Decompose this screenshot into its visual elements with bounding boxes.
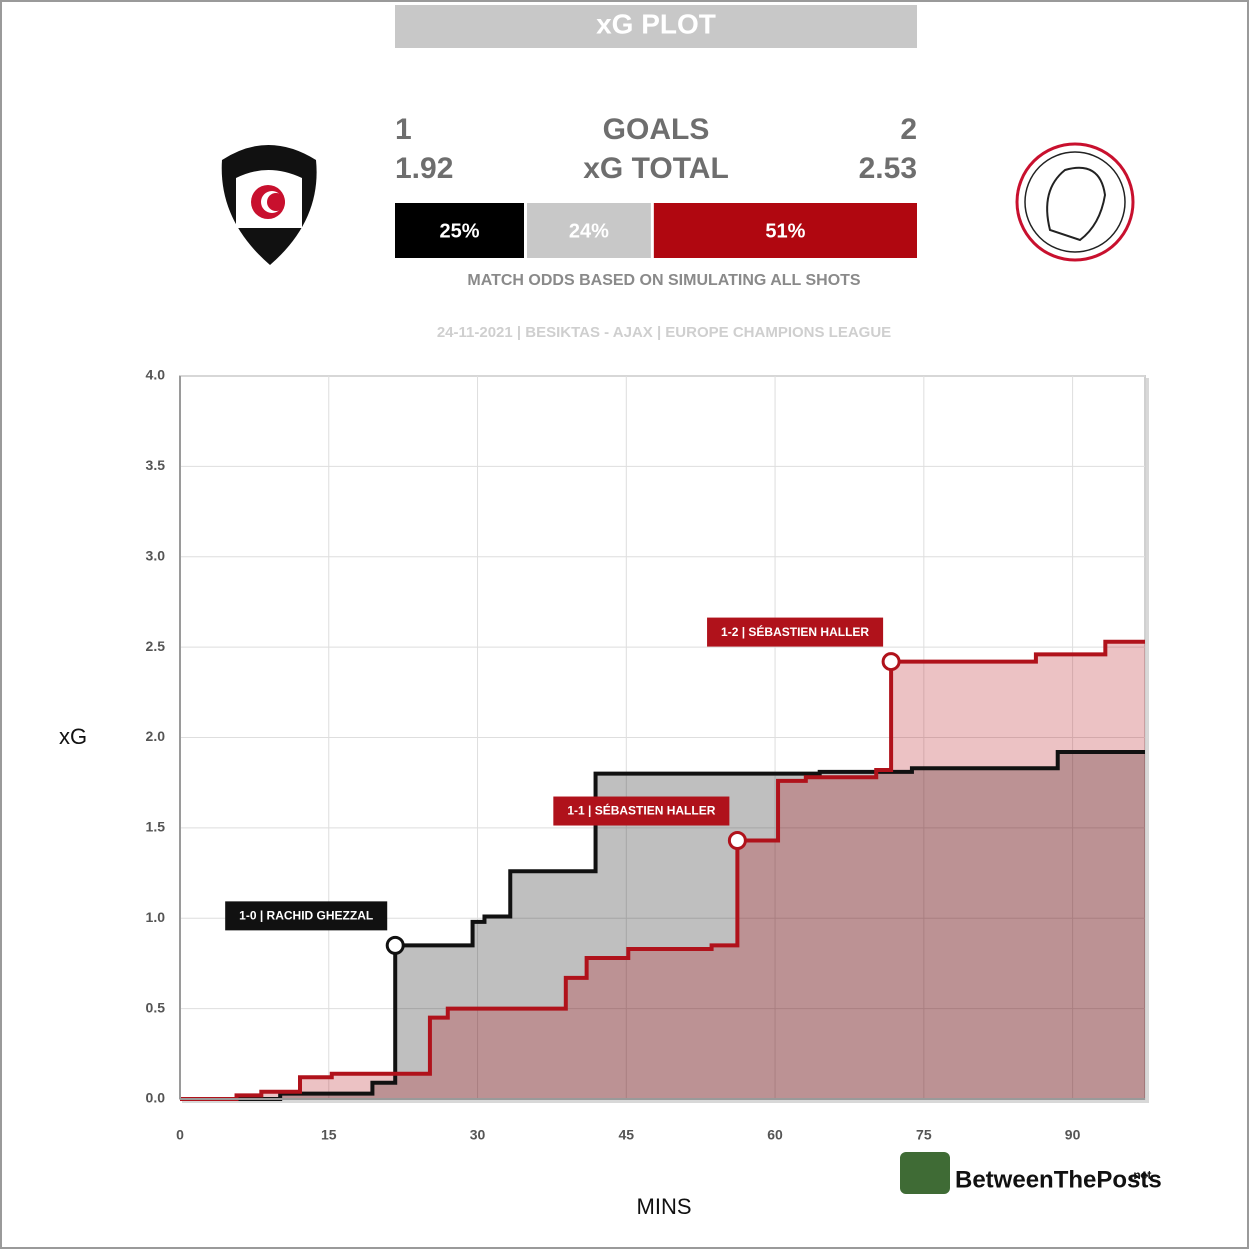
odds-label: 24% (569, 220, 609, 242)
y-tick-label: 2.5 (146, 638, 166, 654)
x-tick-label: 60 (767, 1127, 783, 1143)
y-tick-label: 4.0 (146, 367, 166, 383)
away-goals: 2 (900, 113, 917, 146)
goal-label-box (553, 796, 730, 826)
y-tick-label: 2.0 (146, 728, 166, 744)
title: xG PLOT (596, 8, 716, 39)
odds-caption: MATCH ODDS BASED ON SIMULATING ALL SHOTS (467, 272, 861, 289)
area (180, 641, 1145, 1099)
odds-label: 25% (439, 220, 479, 242)
x-tick-label: 0 (176, 1127, 184, 1143)
brand-name: BetweenThePosts (955, 1166, 1162, 1193)
y-axis-label: xG (59, 724, 87, 749)
xg-label: xG TOTAL (583, 152, 729, 185)
x-axis-label: MINS (637, 1194, 692, 1219)
y-tick-label: 0.5 (146, 999, 166, 1015)
goals-label: GOALS (603, 113, 710, 146)
away-crest (1015, 142, 1135, 262)
odds-segment (527, 203, 651, 258)
x-tick-label: 30 (470, 1127, 486, 1143)
y-tick-label: 0.0 (146, 1090, 166, 1106)
goal-label-box (707, 617, 884, 647)
goal-label: 1-2 | SÉBASTIEN HALLER (721, 624, 869, 639)
goal-marker (385, 935, 405, 955)
home-goals: 1 (395, 113, 412, 146)
goal-marker (727, 831, 747, 851)
x-tick-label: 75 (916, 1127, 932, 1143)
area (180, 751, 1145, 1099)
x-tick-label: 90 (1065, 1127, 1081, 1143)
y-tick-label: 1.5 (146, 819, 166, 835)
goal-label: 1-0 | RACHID GHEZZAL (239, 909, 373, 923)
home-crest (221, 145, 317, 265)
step-line (180, 749, 1145, 1101)
x-tick-label: 45 (619, 1127, 635, 1143)
brand-suffix: .net (1130, 1168, 1151, 1182)
odds-segment (653, 203, 917, 258)
goal-label: 1-1 | SÉBASTIEN HALLER (567, 803, 715, 818)
step-line (180, 639, 1145, 1101)
subtitle: 24-11-2021 | BESIKTAS - AJAX | EUROPE CH… (437, 324, 891, 341)
goal-label-box (225, 901, 388, 931)
plot: 0.0 0.5 1.0 1.5 2.0 2.5 3.0 3.5 4.0 0 15 30 45 60 75 90… (146, 367, 1149, 1143)
title-bar (395, 5, 917, 48)
goal-marker (881, 652, 901, 672)
odds-bar: 25% 24% 51% (395, 203, 917, 258)
odds-segment (395, 203, 524, 258)
away-xg: 2.53 (859, 152, 917, 185)
home-xg: 1.92 (395, 152, 453, 185)
x-tick-label: 15 (321, 1127, 337, 1143)
y-tick-label: 3.5 (146, 457, 166, 473)
odds-label: 51% (765, 220, 805, 242)
brand: BetweenThePosts .net (900, 1152, 1162, 1194)
y-tick-label: 3.0 (146, 547, 166, 563)
y-tick-label: 1.0 (146, 909, 166, 925)
